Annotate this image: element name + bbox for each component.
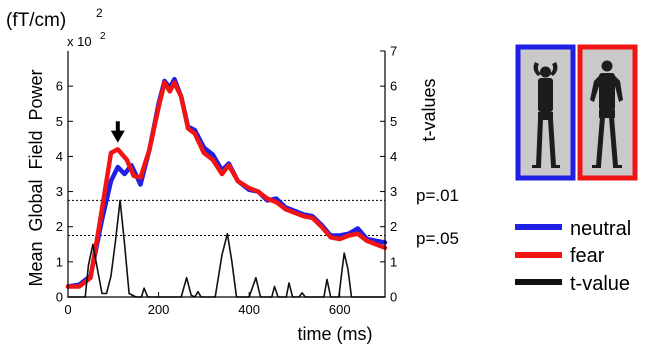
- legend-label-t-value: t-value: [570, 273, 630, 295]
- y2-tick-label: 2: [390, 219, 397, 234]
- y2-tick-label: 4: [390, 149, 397, 164]
- threshold-label-p01: p=.01: [416, 186, 459, 205]
- y-tick-label: 4: [56, 149, 63, 164]
- y-multiplier-label: x 10: [67, 34, 92, 49]
- x-tick-label: 400: [238, 302, 260, 317]
- legend: neutral fear t-value: [515, 218, 631, 295]
- x-axis-title: time (ms): [298, 324, 373, 344]
- tick-marks: 0 200 400 600 0 1 2 3 4 5 6 0 1 2 3 4 5 6 7: [56, 44, 397, 318]
- y2-axis-title: t-values: [419, 78, 439, 141]
- y-tick-label: 1: [56, 254, 63, 269]
- series-line-neutral: [65, 76, 388, 289]
- arrow-annotation-icon: [110, 121, 125, 143]
- y2-tick-label: 6: [390, 79, 397, 94]
- legend-label-fear: fear: [570, 245, 605, 267]
- legend-label-neutral: neutral: [570, 218, 631, 240]
- y-axis-title: Mean Global Field Power: [26, 69, 46, 286]
- fear-body-image: [577, 44, 638, 181]
- y-tick-label: 3: [56, 184, 63, 199]
- person-arms-raised-icon: [532, 62, 560, 168]
- y-tick-label: 5: [56, 114, 63, 129]
- y-tick-label: 2: [56, 219, 63, 234]
- series-lines: [65, 76, 388, 298]
- x-tick-label: 200: [148, 302, 170, 317]
- y2-tick-label: 1: [390, 254, 397, 269]
- series-line-fear: [65, 80, 388, 289]
- y2-tick-label: 7: [390, 44, 397, 59]
- y2-tick-label: 3: [390, 184, 397, 199]
- neutral-body-image: [515, 44, 576, 181]
- arrow-head: [110, 130, 125, 143]
- threshold-lines: [68, 199, 385, 236]
- series-line-t-value: [67, 199, 386, 298]
- axes: [67, 51, 386, 298]
- y-unit-label: (fT/cm): [6, 10, 66, 31]
- threshold-label-p05: p=.05: [416, 229, 459, 248]
- x-tick-label: 600: [329, 302, 351, 317]
- x-tick-label: 0: [64, 302, 71, 317]
- person-standing-icon: [590, 60, 623, 168]
- y-multiplier-exponent: 2: [100, 31, 106, 42]
- y-unit-exponent: 2: [96, 6, 103, 20]
- y-tick-label: 0: [56, 290, 63, 305]
- y-tick-label: 6: [56, 79, 63, 94]
- y2-tick-label: 0: [390, 290, 397, 305]
- y2-tick-label: 5: [390, 114, 397, 129]
